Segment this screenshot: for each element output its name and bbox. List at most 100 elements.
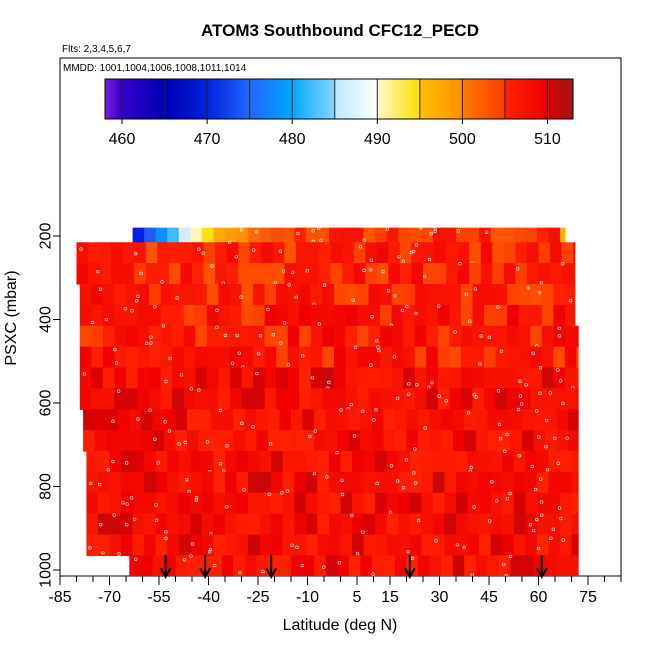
heatmap-cell [479,227,492,243]
heatmap-cell [102,346,116,369]
heatmap-cell [272,242,285,264]
heatmap-cell [236,227,249,243]
heatmap-cell [490,471,503,494]
heatmap-cell [464,409,477,431]
heatmap-cell [91,388,104,410]
colorbar-segment [392,79,395,119]
sample-marker [544,444,548,449]
colorbar-segment [202,79,206,119]
colorbar-segment [292,79,295,119]
heatmap-cell [149,304,162,327]
sample-marker [111,459,115,464]
colorbar-segment [394,79,397,119]
heatmap-cell [259,534,272,556]
heatmap-cell [503,242,516,264]
heatmap-cell [213,471,226,494]
heatmap-cell [568,409,579,431]
heatmap-cell [571,451,579,473]
heatmap-cell [490,227,503,243]
sample-marker [190,542,195,546]
sample-marker [470,573,474,576]
heatmap-cell [282,471,295,494]
heatmap-cell [160,325,173,348]
heatmap-cell [479,451,492,473]
sample-marker [133,251,138,256]
colorbar-segment [545,79,548,119]
colorbar-segment [245,79,248,119]
sample-marker [539,513,544,518]
heatmap-cell [248,227,261,243]
sample-marker [230,361,235,365]
sample-marker [184,477,189,482]
heatmap-cell [371,430,384,452]
heatmap-cell [553,304,566,327]
sample-marker [205,440,210,444]
heatmap-cell [236,492,249,515]
heatmap-cell [467,471,480,494]
heatmap-cell [452,430,465,452]
heatmap-cell [457,263,470,285]
heatmap-cell [432,513,446,536]
heatmap-cell [201,513,215,536]
sample-marker [531,528,536,533]
heatmap-cell [195,367,208,389]
heatmap-cell [256,409,269,431]
sample-marker [210,264,214,268]
heatmap-cell [328,513,342,536]
heatmap-cell [484,346,497,369]
heatmap-cell [391,325,404,348]
colorbar-segment [351,79,355,119]
heatmap-cell [571,492,579,515]
heatmap-cell [472,325,485,348]
heatmap-cell [467,534,480,556]
colorbar-segment [387,79,391,119]
heatmap-cell [299,284,312,306]
sample-marker [549,536,553,541]
colorbar-segment [460,79,463,119]
heatmap-cell [305,492,318,515]
colorbar-segment [183,79,187,119]
y-tick-label: 800 [38,473,55,500]
x-tick-label: -10 [296,589,319,606]
heatmap-cell [386,227,399,243]
heatmap-cell [236,513,249,536]
x-tick-label: 5 [353,589,362,606]
heatmap-cell [192,263,205,285]
sample-marker [538,477,543,481]
colorbar-segment [141,79,144,119]
sample-marker [369,363,373,367]
colorbar-segment [490,79,493,119]
heatmap-cell [86,492,99,515]
sample-marker [508,554,513,559]
sample-marker [340,478,344,483]
colorbar-segment [364,79,368,119]
sample-marker [560,262,565,266]
heatmap-cell [518,388,531,410]
heatmap-cell [287,367,300,389]
sample-marker [369,258,374,262]
heatmap-cell [322,388,335,410]
sample-marker [414,311,418,316]
heatmap-cell [122,263,135,285]
heatmap-cell [446,263,459,285]
sample-marker [154,503,158,507]
heatmap-cell [421,471,434,494]
sample-marker [316,226,321,230]
heatmap-cell [475,409,488,431]
heatmap-cell [479,513,492,536]
heatmap-cell [271,471,284,494]
heatmap-cell [368,346,381,369]
heatmap-cell [460,284,474,306]
heatmap-cell [564,388,578,410]
heatmap-cell [102,325,116,348]
flight-arrow [159,555,172,580]
heatmap-cell [545,430,558,452]
heatmap-cell [129,555,142,576]
heatmap-cell [380,325,393,348]
heatmap-cell [99,242,112,264]
heatmap-cell [106,430,119,452]
sample-marker [305,269,309,273]
sample-marker [430,380,434,385]
heatmap-cell [472,346,485,369]
sample-marker [96,269,100,274]
